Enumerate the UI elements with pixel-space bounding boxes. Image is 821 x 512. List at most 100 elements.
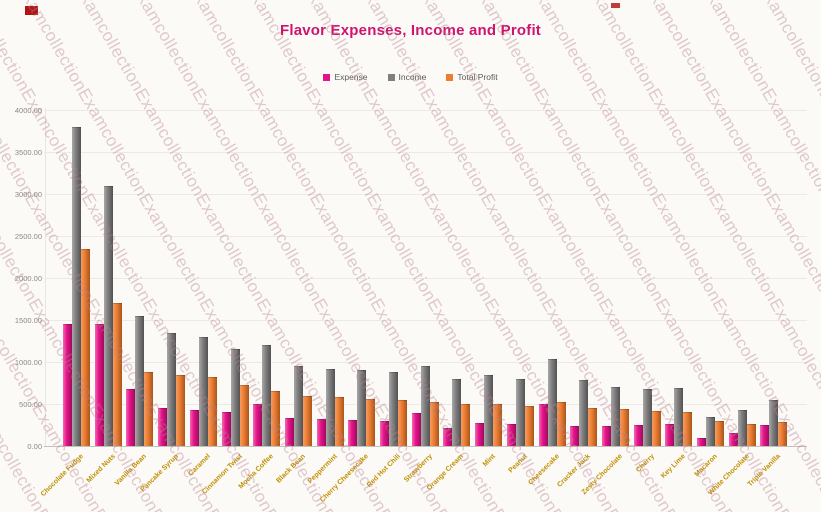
chart-legend: Expense Income Total Profit <box>0 72 821 82</box>
y-axis-label: 2000.00 <box>14 274 42 283</box>
bar-expense <box>221 412 231 446</box>
bar-expense <box>189 410 199 446</box>
bar-expense <box>126 389 136 446</box>
x-axis-label: Chocolate Fudge <box>39 453 85 499</box>
gridline <box>44 194 807 195</box>
bar-profit <box>81 249 90 446</box>
bar-expense <box>475 423 485 446</box>
bar-expense <box>728 433 738 446</box>
bar-expense <box>760 425 770 446</box>
total-profit-swatch-icon <box>446 73 454 81</box>
scan-artifact-small <box>611 3 620 8</box>
bar-expense <box>665 424 675 446</box>
bar-profit <box>207 377 217 446</box>
bar-profit <box>429 402 439 446</box>
bar-income <box>198 337 208 446</box>
bar-profit <box>239 385 249 446</box>
bar-income <box>293 366 303 446</box>
bar-income <box>357 370 367 446</box>
bar-income <box>515 379 525 446</box>
gridline <box>44 362 807 363</box>
bar-expense <box>348 420 358 446</box>
legend-label-total-profit: Total Profit <box>457 72 498 82</box>
x-axis-baseline <box>44 446 807 447</box>
bar-profit <box>619 409 629 446</box>
chart-title: Flavor Expenses, Income and Profit <box>279 22 542 39</box>
bar-profit <box>683 412 693 446</box>
legend-item-total-profit: Total Profit <box>446 72 498 82</box>
scan-artifact <box>25 6 38 15</box>
bar-income <box>579 380 589 446</box>
bar-expense <box>380 421 389 446</box>
bar-income <box>769 400 779 446</box>
bar-expense <box>63 324 72 446</box>
y-axis-label: 3000.00 <box>14 190 42 199</box>
bar-income <box>674 388 684 446</box>
gridline <box>44 110 807 111</box>
bar-expense <box>601 426 611 446</box>
gridline <box>44 152 807 153</box>
bar-income <box>325 369 335 446</box>
bar-profit <box>588 408 598 446</box>
gridline <box>44 278 807 279</box>
legend-item-income: Income <box>387 72 427 82</box>
legend-item-expense: Expense <box>323 72 368 82</box>
bar-income <box>452 379 462 446</box>
gridline <box>44 320 807 321</box>
bar-profit <box>144 372 154 446</box>
bar-expense <box>158 408 168 446</box>
bar-expense <box>697 438 706 446</box>
bar-expense <box>253 404 263 446</box>
bar-income <box>484 375 494 446</box>
expense-swatch-icon <box>323 73 331 81</box>
y-axis-label: 500.00 <box>19 400 42 409</box>
y-axis-label: 1000.00 <box>14 358 42 367</box>
bar-profit <box>176 375 186 446</box>
y-axis-label: 3500.00 <box>14 148 42 157</box>
bar-profit <box>778 422 788 446</box>
y-axis-line <box>45 108 46 446</box>
bar-income <box>642 389 652 446</box>
bar-profit <box>334 397 344 446</box>
bar-profit <box>398 400 407 446</box>
y-axis-label: 2500.00 <box>14 232 42 241</box>
bar-profit <box>461 404 471 446</box>
bar-income <box>420 366 430 446</box>
y-axis-label: 4000.00 <box>14 106 42 115</box>
bar-expense <box>411 413 421 446</box>
bar-expense <box>633 425 643 446</box>
legend-label-expense: Expense <box>334 72 368 82</box>
bar-profit <box>302 396 312 446</box>
bar-profit <box>746 424 756 446</box>
bar-income <box>262 345 272 446</box>
bar-income <box>547 359 557 446</box>
bar-profit <box>366 399 376 446</box>
bar-income <box>135 316 145 446</box>
bar-profit <box>715 421 724 446</box>
y-axis-label: 1500.00 <box>14 316 42 325</box>
bar-expense <box>538 404 548 446</box>
bar-income <box>72 127 81 446</box>
bar-profit <box>651 411 661 446</box>
bar-profit <box>112 303 122 446</box>
bar-expense <box>316 419 326 446</box>
bar-expense <box>284 418 294 446</box>
bar-profit <box>493 404 503 446</box>
bar-income <box>167 333 177 446</box>
bar-expense <box>506 424 516 446</box>
bar-income <box>230 349 240 446</box>
gridline <box>44 236 807 237</box>
bar-expense <box>443 428 453 446</box>
income-swatch-icon <box>387 73 395 81</box>
y-axis-label: 0.00 <box>27 442 42 451</box>
legend-label-income: Income <box>398 72 427 82</box>
bar-income <box>737 410 747 446</box>
bar-profit <box>556 402 566 446</box>
bar-expense <box>570 426 580 446</box>
bar-income <box>103 186 113 446</box>
bar-profit <box>271 391 281 446</box>
bar-income <box>389 372 398 446</box>
bar-profit <box>524 406 534 446</box>
